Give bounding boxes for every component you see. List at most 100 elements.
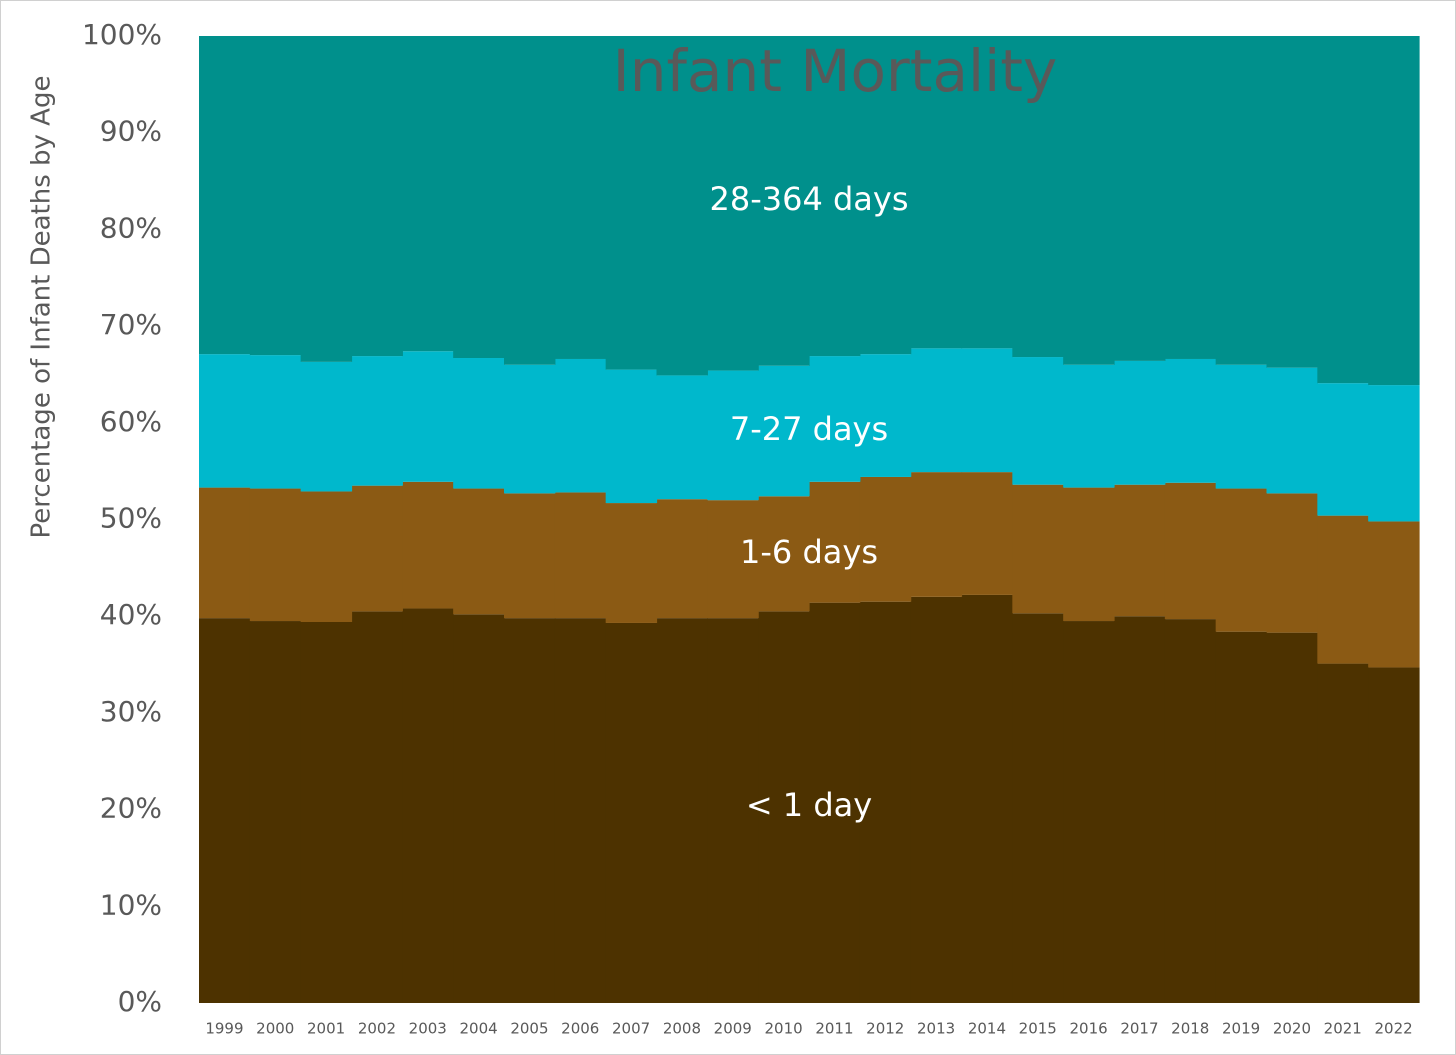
bar-segment	[1368, 36, 1420, 386]
bar-segment	[1114, 484, 1166, 617]
x-tick-label: 2020	[1273, 1020, 1311, 1038]
bar-segment	[1164, 619, 1217, 1003]
bar-segment	[402, 351, 454, 482]
bar-segment	[504, 364, 556, 494]
y-tick-label: 100%	[82, 18, 162, 51]
x-tick-label: 2015	[1019, 1020, 1057, 1038]
x-tick-label: 2003	[409, 1020, 447, 1038]
bar-segment	[300, 622, 353, 1003]
bar-segment	[605, 503, 658, 623]
bar-segment	[758, 36, 810, 366]
bar-segment	[199, 618, 251, 1003]
bar-segment	[605, 622, 658, 1003]
bar-segment	[758, 496, 810, 612]
bar-segment	[707, 36, 759, 371]
bar-segment	[249, 488, 302, 622]
x-tick-label: 2001	[307, 1020, 345, 1038]
x-tick-label: 2006	[561, 1020, 599, 1038]
bar-segment	[961, 594, 1013, 1003]
bar-segment	[1215, 36, 1268, 365]
bar-segment	[453, 614, 505, 1003]
bar-segment	[1368, 521, 1420, 668]
bar-segment	[300, 491, 353, 623]
bar-segment	[656, 499, 708, 619]
bar-segment	[1063, 36, 1115, 365]
y-axis-title: Percentage of Infant Deaths by Age	[27, 76, 57, 539]
bar-segment	[1164, 482, 1217, 620]
y-tick-label: 20%	[100, 792, 162, 825]
bar-segment	[402, 36, 454, 352]
bar-segment	[1063, 364, 1115, 488]
x-tick-label: 2007	[612, 1020, 650, 1038]
y-tick-label: 40%	[100, 598, 162, 631]
bar-segment	[300, 361, 353, 492]
bar-segment	[453, 488, 505, 615]
bar-segment	[453, 358, 505, 489]
series-label: 28-364 days	[709, 180, 908, 218]
bar-segment	[1266, 367, 1318, 494]
bar-segment	[199, 36, 251, 355]
bar-segment	[554, 618, 607, 1003]
x-tick-label: 2022	[1374, 1020, 1412, 1038]
y-tick-label: 70%	[100, 308, 162, 341]
bar-segment	[1215, 364, 1268, 489]
y-tick-label: 0%	[118, 985, 162, 1018]
y-tick-label: 10%	[100, 888, 162, 921]
bar-segment	[961, 348, 1013, 473]
bar-segment	[199, 487, 251, 619]
bar-segment	[859, 36, 912, 355]
x-tick-label: 2010	[764, 1020, 802, 1038]
bar-segment	[402, 481, 454, 609]
x-tick-label: 2013	[917, 1020, 955, 1038]
bar-segment	[1317, 36, 1369, 384]
bar-segment	[961, 36, 1013, 349]
bar-segment	[1114, 36, 1166, 361]
y-tick-label: 30%	[100, 695, 162, 728]
y-tick-label: 80%	[100, 211, 162, 244]
x-tick-label: 2011	[815, 1020, 853, 1038]
bar-segment	[859, 476, 912, 602]
bar-segment	[910, 36, 963, 349]
bar-segment	[910, 348, 963, 473]
y-tick-label: 60%	[100, 405, 162, 438]
bar-segment	[961, 472, 1013, 595]
bar-segment	[351, 485, 403, 612]
x-tick-label: 2009	[714, 1020, 752, 1038]
x-tick-label: 2018	[1171, 1020, 1209, 1038]
bar-segment	[809, 481, 861, 603]
bar-segment	[758, 611, 810, 1003]
bar-segment	[1215, 488, 1268, 632]
bar-segment	[1012, 357, 1064, 485]
bar-segment	[859, 601, 912, 1003]
y-tick-label: 90%	[100, 115, 162, 148]
bar-segment	[1114, 616, 1166, 1003]
chart-title: Infant Mortality	[613, 37, 1058, 105]
series-label: 7-27 days	[730, 410, 888, 448]
bar-segment	[1063, 487, 1115, 622]
bar-segment	[249, 621, 302, 1003]
bar-segment	[249, 36, 302, 356]
bar-segment	[1114, 360, 1166, 485]
bar-segment	[351, 36, 403, 357]
bar-segment	[758, 365, 810, 497]
x-tick-label: 2021	[1324, 1020, 1362, 1038]
bar-segment	[910, 596, 963, 1003]
bar-segment	[1317, 663, 1369, 1003]
bar-segment	[910, 472, 963, 597]
bar-segment	[300, 36, 353, 362]
x-tick-label: 2004	[459, 1020, 497, 1038]
bar-segment	[707, 618, 759, 1003]
bar-segment	[605, 36, 658, 370]
x-tick-label: 2012	[866, 1020, 904, 1038]
x-tick-label: 2002	[358, 1020, 396, 1038]
y-tick-label: 50%	[100, 502, 162, 535]
x-tick-label: 2014	[968, 1020, 1006, 1038]
bar-segment	[1012, 613, 1064, 1003]
bar-segment	[1266, 493, 1318, 633]
bar-segment	[1266, 36, 1318, 368]
x-tick-label: 2019	[1222, 1020, 1260, 1038]
x-tick-label: 2000	[256, 1020, 294, 1038]
series-label: 1-6 days	[740, 533, 878, 571]
x-tick-label: 2017	[1120, 1020, 1158, 1038]
